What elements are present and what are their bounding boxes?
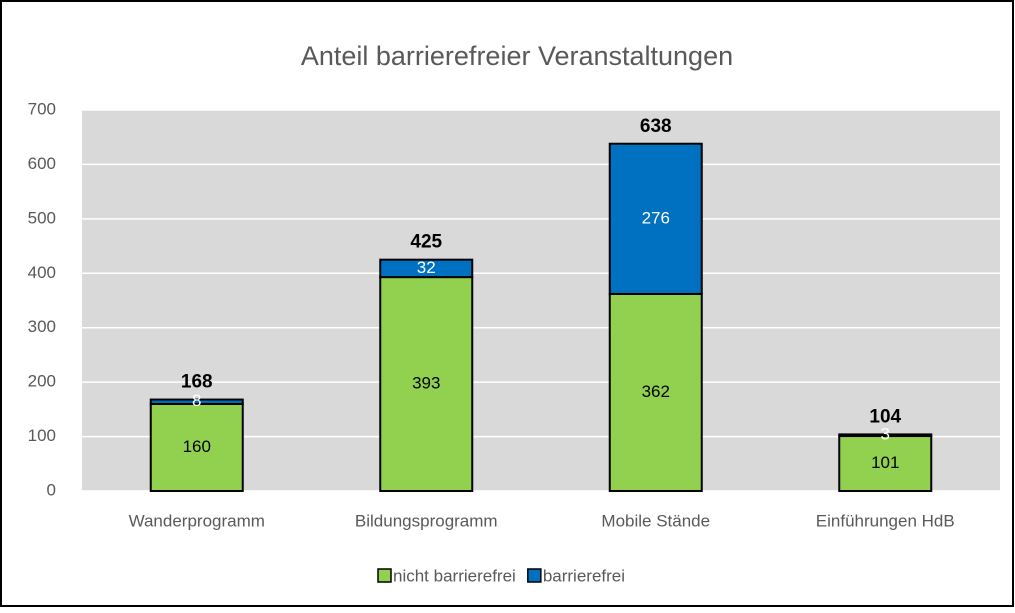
total-label: 425 — [410, 232, 442, 253]
bar-segment — [379, 258, 474, 279]
bar-segment — [838, 433, 933, 438]
y-tick-label: 200 — [28, 372, 56, 391]
total-label: 168 — [181, 372, 213, 393]
data-label: 393 — [412, 374, 440, 393]
x-tick-label: Einführungen HdB — [816, 511, 955, 530]
data-label: 8 — [192, 391, 201, 410]
bar-segment — [149, 398, 244, 405]
bar-segment — [608, 142, 703, 295]
data-label: 101 — [871, 453, 899, 472]
y-tick-label: 400 — [28, 263, 56, 282]
chart-title: Anteil barrierefreier Veranstaltungen — [301, 41, 733, 71]
y-tick-label: 600 — [28, 154, 56, 173]
bar-segment — [149, 402, 244, 492]
total-label: 104 — [869, 406, 901, 427]
y-tick-label: 300 — [28, 317, 56, 336]
legend-swatch — [527, 568, 542, 583]
bar-segment — [838, 435, 933, 492]
bar-segment — [608, 292, 703, 492]
y-tick-label: 700 — [28, 99, 56, 118]
y-tick-label: 0 — [47, 480, 56, 499]
y-tick-label: 100 — [28, 426, 56, 445]
x-tick-label: Mobile Stände — [601, 511, 710, 530]
bar-segment — [379, 276, 474, 492]
legend-label: barrierefrei — [543, 566, 625, 585]
x-tick-label: Bildungsprogramm — [355, 511, 498, 530]
legend-swatch — [377, 568, 392, 583]
data-label: 32 — [417, 258, 436, 277]
x-tick-label: Wanderprogramm — [129, 511, 265, 530]
data-label: 160 — [183, 437, 211, 456]
legend-label: nicht barrierefrei — [393, 566, 516, 585]
data-label: 362 — [642, 382, 670, 401]
data-label: 276 — [642, 208, 670, 227]
y-tick-label: 500 — [28, 208, 56, 227]
total-label: 638 — [640, 116, 672, 137]
data-label: 3 — [881, 425, 890, 444]
